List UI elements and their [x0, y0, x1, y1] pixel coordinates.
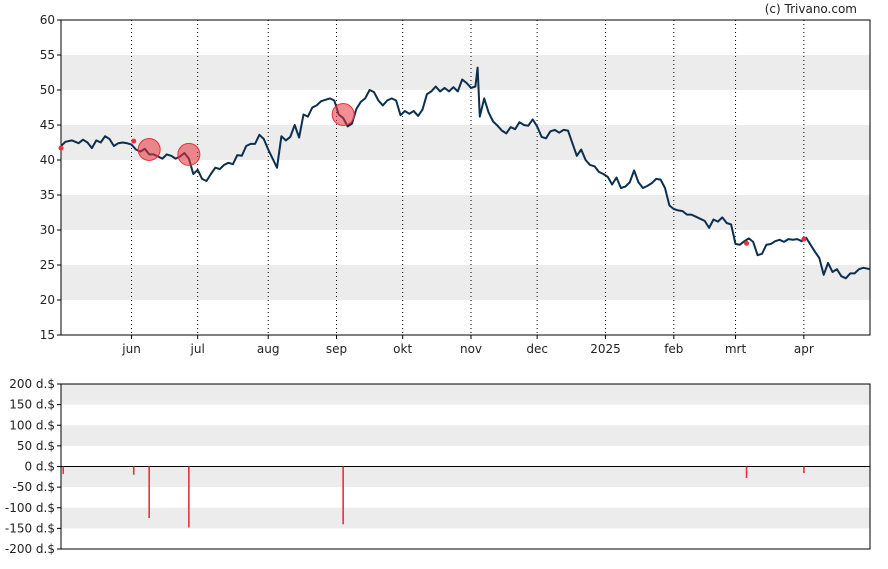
tx-y-tick-label: -200 d.$ — [5, 542, 55, 556]
transactions-chart-panel: -200 d.$ -150 d.$ -100 d.$ -50 d.$ 0 d.$ 50 d… — [5, 377, 871, 556]
tx-y-tick-label: 150 d.$ — [9, 398, 55, 412]
y-tick-label: 50 — [40, 83, 55, 97]
copyright-label: (c) Trivano.com — [765, 2, 857, 16]
x-tick-label: jul — [190, 342, 205, 356]
tx-y-tick-label: -100 d.$ — [5, 501, 55, 515]
transaction-marker — [801, 236, 807, 242]
tx-y-tick-label: -50 d.$ — [13, 480, 55, 494]
tx-band — [61, 466, 870, 488]
x-tick-label: apr — [794, 342, 814, 356]
tx-y-tick-label: -150 d.$ — [5, 521, 55, 535]
x-tick-label: dec — [526, 342, 548, 356]
tx-y-tick-label: 100 d.$ — [9, 418, 55, 432]
price-line — [60, 66, 871, 280]
tx-y-tick-label: 200 d.$ — [9, 377, 55, 391]
x-tick-label: jun — [121, 342, 141, 356]
tx-band — [61, 507, 870, 529]
y-tick-label: 25 — [40, 258, 55, 272]
tx-y-tick-label: 0 d.$ — [24, 460, 55, 474]
price-band — [61, 195, 870, 230]
transaction-marker — [137, 138, 161, 161]
x-tick-label: feb — [664, 342, 683, 356]
transaction-marker — [58, 145, 64, 151]
x-tick-label: mrt — [725, 342, 747, 356]
tx-band — [61, 425, 870, 446]
y-tick-label: 60 — [40, 13, 55, 27]
y-tick-label: 55 — [40, 48, 55, 62]
x-tick-label: 2025 — [590, 342, 621, 356]
price-band — [61, 265, 870, 300]
price-band — [61, 55, 870, 90]
x-tick-label: okt — [393, 342, 412, 356]
price-chart-panel: jun jul aug sep okt nov dec 2025 feb mrt apr152025… — [40, 13, 871, 356]
y-tick-label: 35 — [40, 188, 55, 202]
transaction-marker — [131, 138, 137, 144]
y-tick-label: 30 — [40, 223, 55, 237]
transaction-marker — [177, 142, 201, 166]
y-tick-label: 15 — [40, 328, 55, 342]
transaction-marker — [744, 240, 750, 246]
price-plot-frame — [60, 19, 871, 336]
x-tick-label: aug — [257, 342, 280, 356]
tx-y-tick-label: 50 d.$ — [17, 439, 55, 453]
x-tick-label: sep — [326, 342, 347, 356]
y-tick-label: 40 — [40, 153, 55, 167]
tx-band — [61, 384, 870, 405]
y-tick-label: 20 — [40, 293, 55, 307]
y-tick-label: 45 — [40, 118, 55, 132]
transaction-marker — [331, 103, 355, 126]
x-tick-label: nov — [460, 342, 482, 356]
